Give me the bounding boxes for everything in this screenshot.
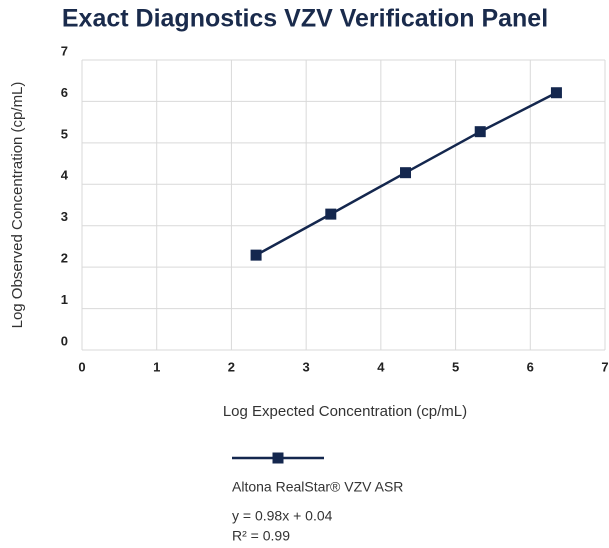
- legend-marker: [272, 452, 284, 464]
- x-tick-label: 3: [303, 359, 310, 374]
- y-tick-label: 4: [61, 168, 69, 183]
- data-point: [474, 126, 486, 138]
- y-tick-label: 2: [61, 251, 68, 266]
- x-tick-label: 7: [601, 359, 608, 374]
- annotation: y = 0.98x + 0.04: [232, 508, 333, 524]
- data-point: [325, 208, 337, 220]
- y-tick-label: 7: [61, 43, 68, 58]
- x-tick-label: 1: [153, 359, 160, 374]
- chart-title: Exact Diagnostics VZV Verification Panel: [62, 5, 548, 33]
- x-tick-label: 2: [228, 359, 235, 374]
- x-tick-label: 4: [377, 359, 385, 374]
- y-tick-label: 1: [61, 292, 68, 307]
- x-tick-label: 6: [527, 359, 534, 374]
- data-point: [250, 249, 262, 261]
- x-axis-label: Log Expected Concentration (cp/mL): [223, 403, 467, 420]
- y-tick-label: 0: [61, 333, 68, 348]
- x-tick-label: 0: [78, 359, 85, 374]
- y-tick-label: 6: [61, 85, 68, 100]
- y-tick-label: 5: [61, 126, 68, 141]
- y-axis-label: Log Observed Concentration (cp/mL): [9, 82, 26, 329]
- data-point: [400, 167, 412, 179]
- annotation: R² = 0.99: [232, 528, 290, 544]
- data-point: [550, 87, 562, 99]
- x-tick-label: 5: [452, 359, 459, 374]
- y-tick-label: 3: [61, 209, 68, 224]
- legend-label: Altona RealStar® VZV ASR: [232, 479, 403, 495]
